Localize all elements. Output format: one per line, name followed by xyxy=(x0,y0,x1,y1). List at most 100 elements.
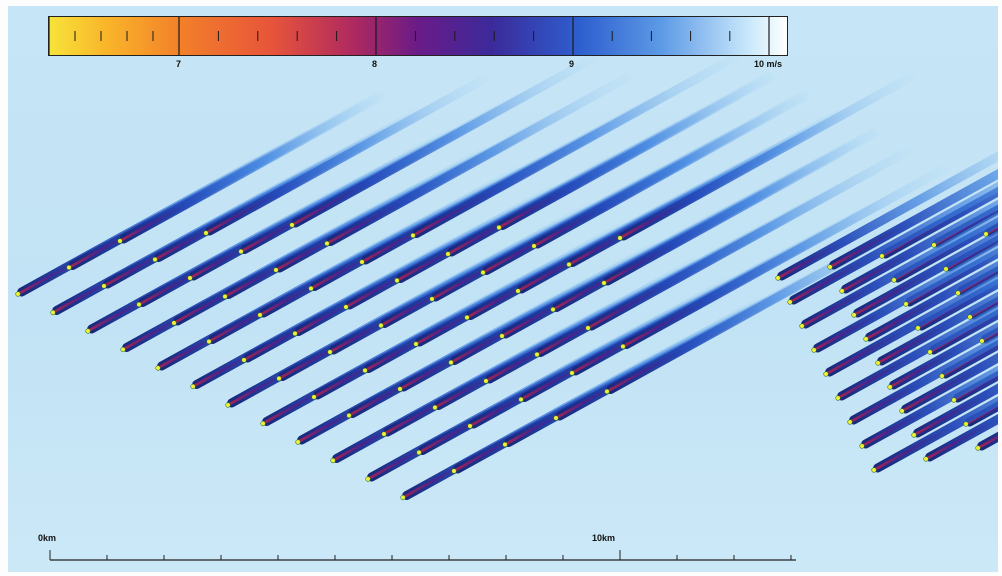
turbine-marker xyxy=(276,375,282,382)
wake-streak xyxy=(119,93,384,244)
turbine-marker xyxy=(553,415,559,421)
turbine-marker xyxy=(117,238,123,244)
turbine-marker xyxy=(550,306,556,313)
turbine-marker xyxy=(222,293,228,300)
turbine-marker xyxy=(66,264,72,271)
turbine-marker xyxy=(871,467,877,473)
turbine-marker xyxy=(927,349,933,355)
turbine-marker xyxy=(827,264,833,270)
wake-streaks xyxy=(17,52,998,501)
turbine-marker xyxy=(206,338,212,345)
turbine-marker xyxy=(330,457,336,464)
turbine-marker xyxy=(365,476,371,482)
wake-streak xyxy=(841,137,998,294)
turbine-marker xyxy=(480,269,486,276)
turbine-marker xyxy=(362,367,368,374)
turbine-marker xyxy=(410,232,416,239)
turbine-marker xyxy=(359,259,365,265)
turbine-marker xyxy=(416,449,422,456)
turbine-marker xyxy=(975,445,981,451)
turbine-marker xyxy=(823,371,829,377)
turbine-marker xyxy=(499,333,505,339)
wake-streak xyxy=(412,52,740,239)
turbine-marker xyxy=(394,277,400,284)
turbine-marker xyxy=(155,365,161,371)
wind-farm-wake-map: 7 8 9 10 m/s 0km 10km xyxy=(8,6,998,572)
turbine-marker xyxy=(518,396,524,403)
wake-streak xyxy=(587,145,915,331)
wake-streak xyxy=(603,129,878,286)
turbine-marker xyxy=(464,314,470,321)
turbine-marker xyxy=(432,404,438,411)
turbine-marker xyxy=(531,243,537,249)
wake-streak xyxy=(498,73,773,231)
turbine-marker xyxy=(327,349,333,355)
turbine-marker xyxy=(903,301,909,307)
colorbar-label-10: 10 m/s xyxy=(754,59,783,69)
wake-streak xyxy=(889,239,998,390)
turbine-marker xyxy=(617,235,623,241)
turbine-marker xyxy=(343,304,349,310)
turbine-marker xyxy=(448,359,454,366)
turbine-marker xyxy=(187,275,193,281)
turbine-marker xyxy=(811,347,817,353)
turbines xyxy=(15,222,989,501)
turbine-marker xyxy=(273,267,279,273)
distance-scale-bar xyxy=(49,550,796,561)
colorbar-label-7: 7 xyxy=(176,59,182,69)
wake-streak xyxy=(533,92,808,249)
wake-streak xyxy=(873,293,998,473)
turbine-marker xyxy=(963,421,969,427)
turbine-marker xyxy=(847,419,853,425)
turbine-marker xyxy=(152,256,158,263)
turbine-marker xyxy=(260,420,266,427)
turbine-marker xyxy=(915,325,921,331)
turbine-marker xyxy=(15,291,21,297)
wake-streak xyxy=(865,168,998,342)
wake-streak xyxy=(861,298,998,449)
turbine-marker xyxy=(534,351,540,358)
wake-streak xyxy=(925,305,998,462)
turbine-marker xyxy=(983,231,989,237)
wake-streak xyxy=(801,160,998,329)
wake-streak xyxy=(849,262,998,425)
colorbar-label-8: 8 xyxy=(372,59,378,69)
turbine-marker xyxy=(899,408,905,414)
wake-field xyxy=(15,52,998,501)
colorbar-ticks xyxy=(49,17,770,55)
scale-label-10km: 10km xyxy=(592,533,616,543)
turbine-marker xyxy=(604,388,610,395)
turbine-marker xyxy=(879,253,885,259)
turbine-marker xyxy=(85,328,91,334)
turbine-marker xyxy=(289,222,295,228)
wake-streak xyxy=(965,241,998,427)
turbine-marker xyxy=(863,336,869,342)
turbine-marker xyxy=(241,357,247,363)
turbine-marker xyxy=(502,441,508,448)
wake-streak xyxy=(901,234,998,414)
turbine-marker xyxy=(585,325,591,331)
turbine-marker xyxy=(378,322,384,329)
wake-streak xyxy=(977,277,998,451)
turbine-marker xyxy=(931,242,937,248)
turbine-marker xyxy=(413,341,419,347)
turbine-marker xyxy=(190,383,196,390)
turbine-marker xyxy=(943,266,949,272)
turbine-marker xyxy=(951,397,957,403)
turbine-marker xyxy=(292,330,298,337)
wake-streak xyxy=(837,227,998,401)
wake-streak xyxy=(291,54,598,228)
turbine-marker xyxy=(839,288,845,294)
turbine-marker xyxy=(787,299,793,305)
turbine-marker xyxy=(483,378,489,384)
turbine-marker xyxy=(979,338,985,344)
colorbar-label-9: 9 xyxy=(569,59,575,69)
turbine-marker xyxy=(851,312,857,318)
wake-streak xyxy=(789,125,998,305)
wake-streak xyxy=(619,72,915,241)
turbine-marker xyxy=(496,224,502,231)
wind-speed-colorbar xyxy=(48,16,788,56)
turbine-marker xyxy=(171,320,177,326)
turbine-marker xyxy=(203,230,209,236)
scale-label-0km: 0km xyxy=(38,533,57,543)
